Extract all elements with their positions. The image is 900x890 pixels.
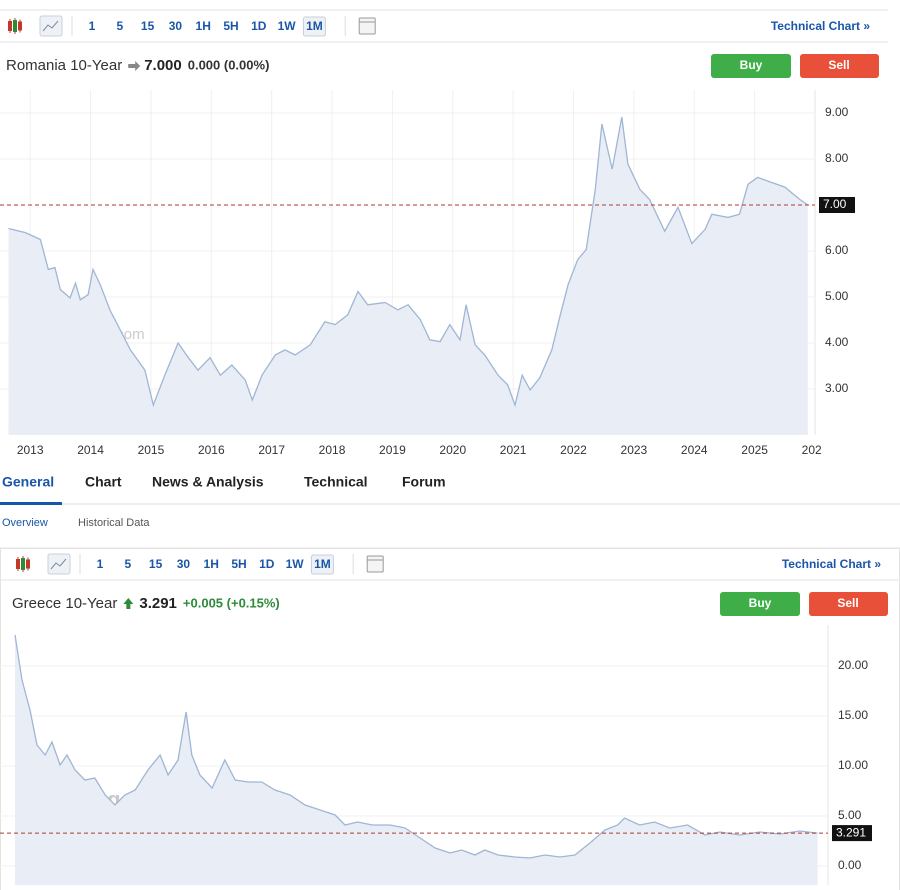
buy-button[interactable] (711, 54, 791, 78)
tab[interactable]: Forum (402, 474, 446, 490)
candle-icon[interactable] (18, 21, 22, 31)
interval-button[interactable]: 1D (259, 557, 275, 571)
area-chart-icon[interactable] (42, 20, 59, 32)
area-chart-icon[interactable] (47, 553, 71, 575)
area-fill (15, 635, 818, 885)
current-price-box (819, 197, 855, 213)
current-price-label: 3.291 (836, 825, 866, 839)
tab[interactable]: General (2, 474, 54, 490)
price: 7.000 (144, 57, 182, 74)
sell-button[interactable] (809, 592, 888, 616)
interval-button[interactable]: 30 (177, 557, 191, 571)
current-price-box (832, 825, 872, 842)
y-tick-label: 4.00 (825, 335, 849, 349)
x-tick-label: 2013 (17, 443, 44, 457)
x-tick-label: 2020 (439, 443, 466, 457)
candle-icon[interactable] (26, 559, 30, 569)
candle-icon[interactable] (8, 21, 12, 31)
y-tick-label: 15.00 (838, 708, 868, 722)
x-tick-label: 2014 (77, 443, 104, 457)
candle-icon[interactable] (13, 20, 17, 32)
x-tick-label: 2024 (681, 443, 708, 457)
buy-label[interactable]: Buy (740, 58, 763, 72)
y-tick-label: 20.00 (838, 658, 868, 672)
interval-button[interactable]: 1M (306, 19, 323, 33)
tab[interactable]: Technical (304, 474, 368, 490)
tab[interactable]: Chart (85, 474, 122, 490)
x-tick-label: 2019 (379, 443, 406, 457)
buy-button[interactable] (720, 592, 800, 616)
instrument-title: Romania 10-Year (6, 57, 122, 74)
buy-label[interactable]: Buy (749, 596, 772, 610)
x-tick-label: 2018 (319, 443, 346, 457)
subtab[interactable]: Overview (2, 517, 48, 529)
technical-chart-link[interactable]: Technical Chart » (782, 557, 881, 571)
settings-icon[interactable] (366, 555, 384, 573)
x-tick-label: 2022 (560, 443, 587, 457)
subtab[interactable]: Historical Data (78, 517, 150, 529)
price-change: 0.000 (0.00%) (188, 57, 270, 72)
area-chart-icon[interactable] (50, 558, 67, 570)
sell-label[interactable]: Sell (837, 596, 858, 610)
price: 3.291 (139, 595, 177, 612)
interval-button[interactable]: 5H (223, 19, 238, 33)
x-tick-label: 2017 (258, 443, 285, 457)
candle-icon[interactable] (21, 558, 25, 570)
active-tab-underline (0, 502, 62, 505)
sell-button[interactable] (800, 54, 879, 78)
tab[interactable]: News & Analysis (152, 474, 264, 490)
interval-button[interactable]: 1D (251, 19, 267, 33)
interval-button[interactable]: 1H (196, 19, 211, 33)
current-price-label: 7.00 (823, 197, 847, 211)
settings-icon[interactable] (358, 17, 376, 35)
price-change: +0.005 (+0.15%) (183, 595, 280, 610)
unchanged-arrow (128, 61, 141, 71)
y-tick-label: 5.00 (838, 808, 862, 822)
x-tick-label: 2021 (500, 443, 527, 457)
interval-button[interactable]: 5 (116, 19, 123, 33)
interval-button[interactable]: 1W (286, 557, 305, 571)
instrument-title: Greece 10-Year (12, 595, 117, 612)
up-arrow (123, 598, 134, 609)
active-interval-box (302, 16, 326, 37)
interval-button[interactable]: 15 (149, 557, 163, 571)
interval-button[interactable]: 5H (231, 557, 246, 571)
x-tick-label: 2016 (198, 443, 225, 457)
y-tick-label: 8.00 (825, 151, 849, 165)
interval-button[interactable]: 1 (89, 19, 96, 33)
interval-button[interactable]: 30 (169, 19, 183, 33)
active-interval-box (310, 554, 334, 575)
y-tick-label: 3.00 (825, 381, 849, 395)
series-line (14, 634, 818, 859)
y-tick-label: 9.00 (825, 105, 849, 119)
x-tick-label: 2026 (802, 443, 829, 457)
technical-chart-link[interactable]: Technical Chart » (771, 19, 870, 33)
x-tick-label: 2023 (621, 443, 648, 457)
candle-icon[interactable] (16, 559, 20, 569)
x-tick-label: 2015 (138, 443, 165, 457)
y-tick-label: 6.00 (825, 243, 849, 257)
interval-button[interactable]: 1W (278, 19, 297, 33)
interval-button[interactable]: 1 (97, 557, 104, 571)
interval-button[interactable]: 15 (141, 19, 155, 33)
y-tick-label: 10.00 (838, 758, 868, 772)
interval-button[interactable]: 1M (314, 557, 331, 571)
sell-label[interactable]: Sell (828, 58, 849, 72)
x-tick-label: 2025 (741, 443, 768, 457)
y-tick-label: 0.00 (838, 858, 862, 872)
area-chart-icon[interactable] (39, 15, 63, 37)
interval-button[interactable]: 5 (124, 557, 131, 571)
area-fill (8, 117, 808, 435)
y-tick-label: 5.00 (825, 289, 849, 303)
interval-button[interactable]: 1H (204, 557, 219, 571)
